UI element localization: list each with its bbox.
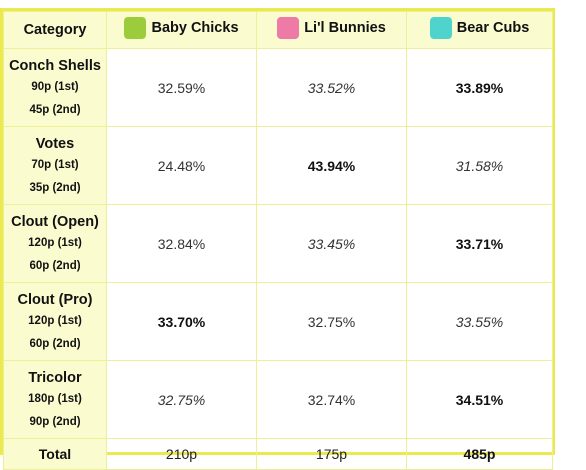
value-cell: 24.48% xyxy=(106,126,257,205)
header-row: Category Baby Chicks Li'l Bunnies xyxy=(3,11,553,49)
first-place-points: 70p (1st) xyxy=(31,158,79,171)
value-cell: 33.55% xyxy=(406,282,553,361)
table-row: Clout (Open) 120p (1st) 60p (2nd) 32.84%… xyxy=(3,204,553,283)
team-header-baby-chicks: Baby Chicks xyxy=(106,11,257,49)
category-cell: Tricolor 180p (1st) 90p (2nd) xyxy=(3,360,107,439)
value-cell: 32.74% xyxy=(256,360,407,439)
category-cell: Clout (Pro) 120p (1st) 60p (2nd) xyxy=(3,282,107,361)
table-row: Votes 70p (1st) 35p (2nd) 24.48% 43.94% … xyxy=(3,126,553,205)
value-cell: 31.58% xyxy=(406,126,553,205)
value-cell: 33.45% xyxy=(256,204,407,283)
first-place-points: 180p (1st) xyxy=(28,392,82,405)
team-header-bear-cubs: Bear Cubs xyxy=(406,11,553,49)
second-place-points: 35p (2nd) xyxy=(29,181,81,194)
table-row: Tricolor 180p (1st) 90p (2nd) 32.75% 32.… xyxy=(3,360,553,439)
category-name: Clout (Open) xyxy=(11,213,99,230)
first-place-points: 90p (1st) xyxy=(31,80,79,93)
category-cell: Votes 70p (1st) 35p (2nd) xyxy=(3,126,107,205)
results-table-frame: Category Baby Chicks Li'l Bunnies xyxy=(0,8,555,470)
category-cell: Conch Shells 90p (1st) 45p (2nd) xyxy=(3,48,107,127)
team-name: Baby Chicks xyxy=(151,20,239,36)
category-name: Clout (Pro) xyxy=(17,291,93,308)
second-place-points: 60p (2nd) xyxy=(29,259,81,272)
value-cell: 32.75% xyxy=(256,282,407,361)
value-cell: 32.84% xyxy=(106,204,257,283)
category-name: Tricolor xyxy=(28,369,82,386)
team-header-lil-bunnies: Li'l Bunnies xyxy=(256,11,407,49)
total-value: 175p xyxy=(256,438,407,470)
team-color-swatch xyxy=(124,17,147,39)
team-name: Bear Cubs xyxy=(456,20,530,36)
second-place-points: 45p (2nd) xyxy=(29,103,81,116)
category-name: Votes xyxy=(35,135,75,152)
value-cell: 33.89% xyxy=(406,48,553,127)
team-color-swatch xyxy=(429,17,452,39)
total-label: Total xyxy=(3,438,107,470)
table-row: Conch Shells 90p (1st) 45p (2nd) 32.59% … xyxy=(3,48,553,127)
value-cell: 33.70% xyxy=(106,282,257,361)
value-cell: 34.51% xyxy=(406,360,553,439)
total-value: 210p xyxy=(106,438,257,470)
category-cell: Clout (Open) 120p (1st) 60p (2nd) xyxy=(3,204,107,283)
value-cell: 33.71% xyxy=(406,204,553,283)
team-color-swatch xyxy=(277,17,300,39)
value-cell: 32.75% xyxy=(106,360,257,439)
first-place-points: 120p (1st) xyxy=(28,236,82,249)
total-row: Total 210p 175p 485p xyxy=(3,438,553,470)
category-header: Category xyxy=(3,11,107,49)
total-value: 485p xyxy=(406,438,553,470)
value-cell: 33.52% xyxy=(256,48,407,127)
team-name: Li'l Bunnies xyxy=(304,20,386,36)
results-table: Category Baby Chicks Li'l Bunnies xyxy=(3,11,553,470)
value-cell: 32.59% xyxy=(106,48,257,127)
table-row: Clout (Pro) 120p (1st) 60p (2nd) 33.70% … xyxy=(3,282,553,361)
category-name: Conch Shells xyxy=(9,57,101,74)
first-place-points: 120p (1st) xyxy=(28,314,82,327)
second-place-points: 90p (2nd) xyxy=(29,415,81,428)
value-cell: 43.94% xyxy=(256,126,407,205)
second-place-points: 60p (2nd) xyxy=(29,337,81,350)
